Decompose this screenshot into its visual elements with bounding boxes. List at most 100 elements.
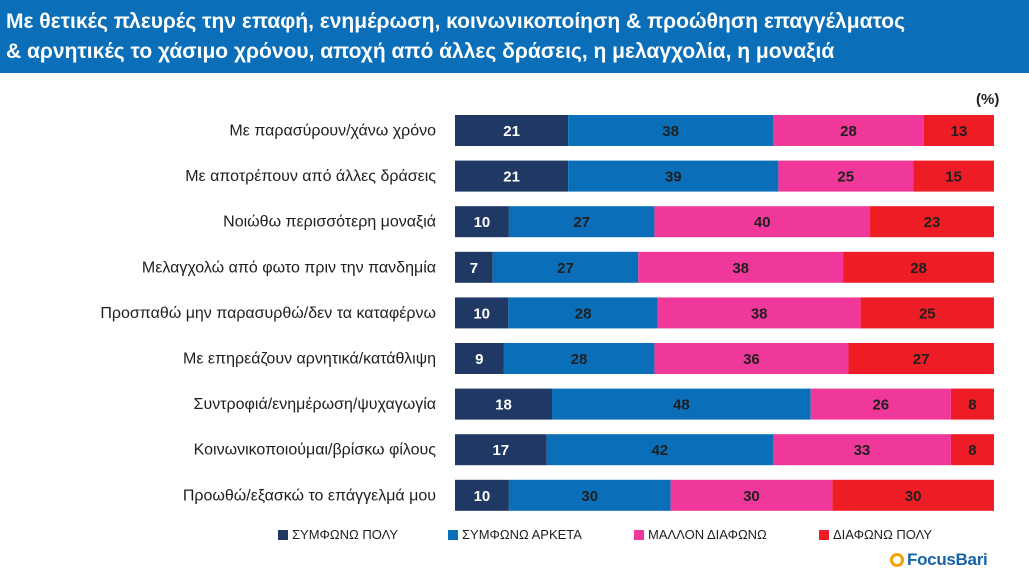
bar-segment [508,297,658,329]
bar-segment [455,479,509,511]
focusbari-logo-icon [890,553,904,567]
bar-segment [913,160,994,192]
bar-segment [654,206,871,238]
data-label: 30 [743,488,760,505]
bar-segment [455,343,504,374]
brand-name: FocusBari [907,550,988,569]
data-label: 38 [732,260,749,277]
bar-segment [455,388,553,420]
legend-swatch [634,529,644,540]
data-label: 28 [571,351,588,368]
data-label: 38 [662,123,679,140]
legend-label: ΣΥΜΦΩΝΩ ΑΡΚΕΤΑ [462,527,582,542]
data-label: 26 [872,397,889,414]
bar-segment [568,115,774,146]
bar-segment [923,115,994,146]
legend-swatch [278,529,288,540]
data-label: 8 [968,442,976,459]
legend-item: ΜΑΛΛΟΝ ΔΙΑΦΩΝΩ [634,527,767,542]
category-label: Κοινωνικοποιούμαι/βρίσκω φίλους [194,442,437,459]
bar-segment [568,160,779,192]
bar-segment [503,343,655,374]
bar-segment [508,479,671,511]
category-label: Με παρασύρουν/χάνω χρόνο [229,123,436,140]
data-label: 17 [492,442,509,459]
bar-segment [455,115,569,146]
data-label: 48 [673,397,690,414]
data-label: 30 [581,488,598,505]
bar-segment [546,434,774,466]
unit-label: (%) [976,91,1000,108]
data-label: 40 [754,214,771,231]
data-label: 28 [840,123,857,140]
category-label: Με αποτρέπουν από άλλες δράσεις [185,168,436,185]
legend-item: ΣΥΜΦΩΝΩ ΠΟΛΥ [278,527,398,542]
data-label: 13 [951,123,968,140]
bar-segment [638,251,844,283]
data-label: 9 [475,351,483,368]
data-label: 27 [573,214,590,231]
bar-segment [455,251,493,283]
bar-segment [843,251,994,283]
data-label: 33 [854,442,871,459]
category-label: Μελαγχολώ από φωτο πριν την πανδημία [142,259,436,276]
data-label: 27 [913,351,930,368]
data-label: 27 [557,260,574,277]
data-label: 8 [968,397,976,414]
bar-segment [773,434,951,466]
data-label: 36 [743,351,760,368]
chart-header: Με θετικές πλευρές την επαφή, ενημέρωση,… [0,0,1029,73]
legend-swatch [448,529,458,540]
category-label: Με επηρεάζουν αρνητικά/κατάθλιψη [183,351,436,368]
bar-segment [670,479,833,511]
category-label: Προωθώ/εξασκώ το επάγγελμά μου [183,487,436,504]
data-label: 28 [575,305,592,322]
category-label: Συντροφιά/ενημέρωση/ψυχαγωγία [194,396,436,413]
legend-item: ΔΙΑΦΩΝΩ ΠΟΛΥ [819,527,932,542]
legend-label: ΜΑΛΛΟΝ ΔΙΑΦΩΝΩ [648,527,767,542]
title-line-2: & αρνητικές το χάσιμο χρόνου, αποχή από … [6,40,835,63]
bar-segment [860,297,994,329]
data-label: 38 [751,305,768,322]
data-label: 25 [919,305,936,322]
category-label: Προσπαθώ μην παρασυρθώ/δεν τα καταφέρνω [100,305,436,322]
brand-logo: FocusBari [890,548,1025,572]
bar-segment [492,251,639,283]
bar-segment [657,297,861,329]
chart-legend: ΣΥΜΦΩΝΩ ΠΟΛΥ ΣΥΜΦΩΝΩ ΑΡΚΕΤΑ ΜΑΛΛΟΝ ΔΙΑΦΩΝΩ… [270,527,990,547]
bar-segment [552,388,811,420]
legend-swatch [819,529,829,540]
bar-segment [870,206,994,238]
data-label: 42 [651,442,668,459]
legend-label: ΔΙΑΦΩΝΩ ΠΟΛΥ [833,527,933,542]
legend-item: ΣΥΜΦΩΝΩ ΑΡΚΕΤΑ [448,527,582,542]
title-line-1: Με θετικές πλευρές την επαφή, ενημέρωση,… [6,10,906,33]
category-label: Νοιώθω περισσότερη μοναξιά [223,214,436,231]
bar-segment [654,343,849,374]
data-label: 15 [945,169,962,186]
data-label: 30 [905,488,922,505]
bar-segment [810,388,951,420]
data-label: 7 [470,260,478,277]
bar-segment [455,434,547,466]
bar-segment [832,479,994,511]
data-label: 21 [503,169,520,186]
data-label: 10 [474,488,491,505]
bar-segment [773,115,924,146]
legend-label: ΣΥΜΦΩΝΩ ΠΟΛΥ [292,527,398,542]
data-label: 28 [910,260,927,277]
bar-segment [950,434,994,466]
data-label: 21 [503,123,520,140]
data-label: 39 [665,169,682,186]
bar-segment [455,206,509,238]
data-label: 23 [924,214,941,231]
bar-segment [950,388,994,420]
bar-segment [455,297,509,329]
bar-segment [508,206,655,238]
bar-segment [848,343,994,374]
data-label: 18 [495,397,512,414]
bar-segment [455,160,569,192]
data-label: 10 [474,214,491,231]
data-label: 10 [473,305,490,322]
